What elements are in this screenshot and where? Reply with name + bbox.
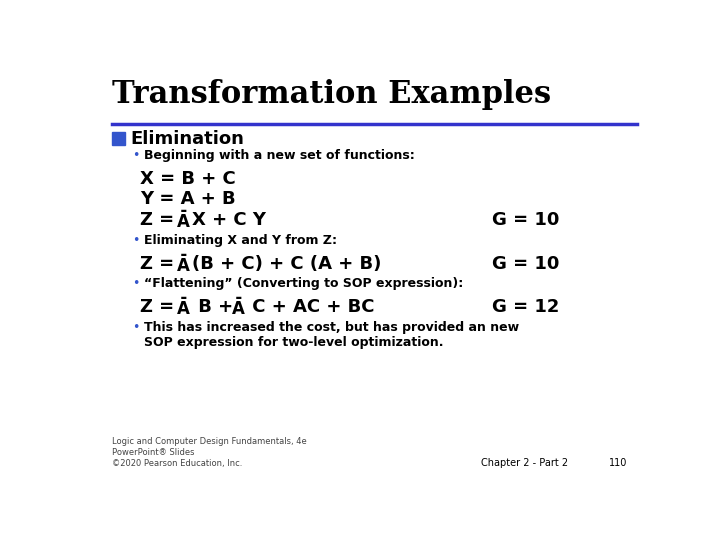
Text: Logic and Computer Design Fundamentals, 4e
PowerPoint® Slides
©2020 Pearson Educ: Logic and Computer Design Fundamentals, … <box>112 437 307 468</box>
Text: Y = A + B: Y = A + B <box>140 190 236 207</box>
Text: Z =: Z = <box>140 298 181 316</box>
Text: Z =: Z = <box>140 211 181 229</box>
Text: Elimination: Elimination <box>130 131 244 149</box>
Text: This has increased the cost, but has provided an new
SOP expression for two-leve: This has increased the cost, but has pro… <box>143 321 518 348</box>
Text: B +: B + <box>192 298 240 316</box>
Text: •: • <box>132 149 139 162</box>
Text: •: • <box>132 234 139 247</box>
Text: $\mathbf{\bar{A}}$: $\mathbf{\bar{A}}$ <box>176 211 192 233</box>
Text: $\mathbf{\bar{A}}$: $\mathbf{\bar{A}}$ <box>230 298 246 319</box>
Text: C + AC + BC: C + AC + BC <box>246 298 374 316</box>
Text: •: • <box>132 321 139 334</box>
Text: G = 10: G = 10 <box>492 211 559 229</box>
Text: X = B + C: X = B + C <box>140 170 236 187</box>
Text: (B + C) + C (A + B): (B + C) + C (A + B) <box>192 255 382 273</box>
Text: $\mathbf{\bar{A}}$: $\mathbf{\bar{A}}$ <box>176 255 192 276</box>
Text: G = 12: G = 12 <box>492 298 559 316</box>
Bar <box>112 132 125 145</box>
Text: $\mathbf{\bar{A}}$: $\mathbf{\bar{A}}$ <box>176 298 192 319</box>
Text: Beginning with a new set of functions:: Beginning with a new set of functions: <box>143 149 414 162</box>
Text: •: • <box>132 277 139 290</box>
Text: Z =: Z = <box>140 255 181 273</box>
Text: Eliminating X and Y from Z:: Eliminating X and Y from Z: <box>143 234 336 247</box>
Text: X + C Y: X + C Y <box>192 211 266 229</box>
Text: Transformation Examples: Transformation Examples <box>112 79 552 110</box>
Text: 110: 110 <box>609 458 627 468</box>
Text: Chapter 2 - Part 2: Chapter 2 - Part 2 <box>481 458 568 468</box>
Text: G = 10: G = 10 <box>492 255 559 273</box>
Text: “Flattening” (Converting to SOP expression):: “Flattening” (Converting to SOP expressi… <box>143 277 463 290</box>
